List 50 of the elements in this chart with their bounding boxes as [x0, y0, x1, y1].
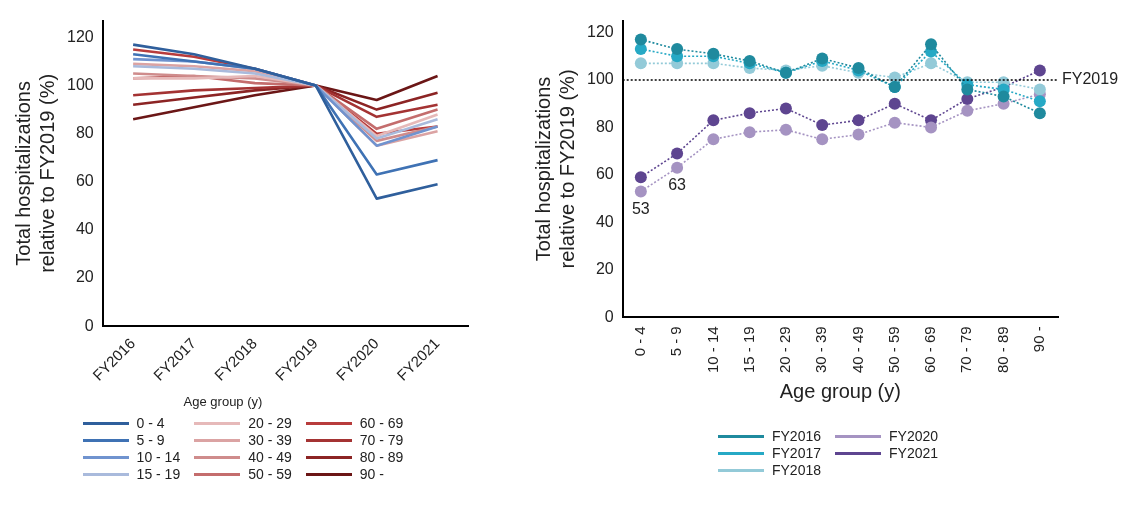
y-axis-title: Total hospitalizations relative to FY2019 (%)	[11, 73, 58, 273]
legend-label: 10 - 14	[136, 449, 181, 465]
y-tick-label: 60	[75, 172, 94, 190]
legend-label: 70 - 79	[359, 432, 404, 448]
y-tick-label: 100	[586, 70, 614, 88]
y-tick-label: 20	[75, 268, 94, 286]
legend-label: 80 - 89	[359, 449, 404, 465]
annotation: 63	[668, 176, 687, 194]
x-tick-label: 80 - 89	[993, 326, 1011, 373]
x-tick-label: 90 -	[1030, 326, 1047, 353]
x-axis-title: Age group (y)	[779, 379, 901, 402]
legend-label: FY2016	[771, 428, 821, 444]
y-axis-title: Total hospitalizations relative to FY2019 (%)	[531, 69, 578, 269]
x-tick-label: 40 - 49	[848, 326, 866, 373]
legend-label: 15 - 19	[136, 466, 181, 482]
x-tick-label: 20 - 29	[776, 326, 794, 373]
y-tick-label: 80	[595, 117, 614, 135]
y-tick-label: 0	[604, 307, 614, 325]
legend-label: 5 - 9	[136, 432, 165, 448]
x-tick-label: 15 - 19	[739, 326, 757, 373]
y-tick-label: 0	[84, 316, 94, 334]
legend-label: 90 -	[359, 466, 384, 482]
ref-line-label: FY2019	[1062, 70, 1119, 88]
x-tick-label: 5 - 9	[667, 326, 685, 357]
legend-label: 20 - 29	[248, 415, 292, 431]
y-tick-label: 80	[75, 124, 94, 142]
x-tick-label: 50 - 59	[884, 326, 902, 373]
legend-label: FY2017	[771, 445, 821, 461]
legend-label: 0 - 4	[136, 415, 165, 431]
legend-label: FY2021	[889, 445, 939, 461]
y-tick-label: 120	[586, 22, 614, 40]
y-tick-label: 100	[66, 75, 94, 93]
y-tick-label: 60	[595, 165, 614, 183]
legend-label: 30 - 39	[248, 432, 292, 448]
y-tick-label: 120	[66, 27, 94, 45]
x-tick-label: 70 - 79	[957, 326, 975, 373]
legend-title: Age group (y)	[182, 394, 264, 409]
x-tick-label: 10 - 14	[703, 326, 721, 373]
x-tick-label: 0 - 4	[630, 326, 648, 357]
legend-label: FY2018	[771, 462, 821, 478]
y-tick-label: 40	[595, 212, 614, 230]
legend-label: 60 - 69	[359, 415, 404, 431]
legend-label: 50 - 59	[248, 466, 292, 482]
y-tick-label: 40	[75, 220, 94, 238]
legend-label: FY2020	[889, 428, 939, 444]
y-tick-label: 20	[595, 260, 614, 278]
annotation: 53	[631, 199, 650, 217]
x-tick-label: 30 - 39	[812, 326, 830, 373]
x-tick-label: 60 - 69	[921, 326, 939, 373]
legend-label: 40 - 49	[248, 449, 292, 465]
